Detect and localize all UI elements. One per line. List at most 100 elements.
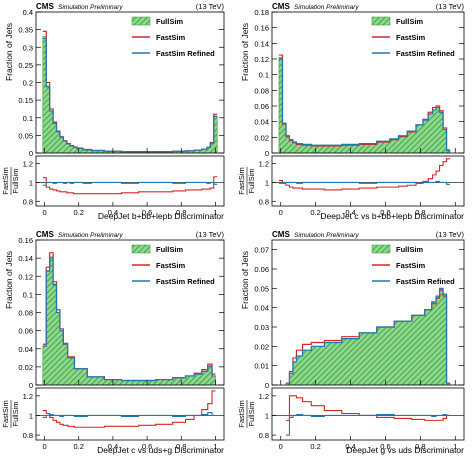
header-energy: (13 TeV) [196,230,225,239]
header-subtitle: Simulation Preliminary [294,4,359,11]
series-fastsim-refined [278,58,451,152]
y-tick-label: 0.07 [254,246,269,255]
ratio-label-denominator: FullSim [11,168,20,193]
ratio-fastsim [285,395,451,421]
x-tick-label: 0.2 [310,208,320,217]
x-tick-label: 0.6 [142,442,152,451]
header-cms: CMS [36,230,54,239]
x-tick-label: 0 [279,208,283,217]
x-tick-label: 0 [42,208,46,217]
y-tick-label: 0.04 [254,304,269,313]
y-tick-label: 0.14 [18,254,33,263]
legend-label-fastsim: FastSim [396,261,426,270]
chart-panel-3: 0 0.02 0.04 0.06 0.08 0.1 0.12 0.14 0.16 0 0.2 0.4 0… [1,230,224,455]
y-tick-label: 0.04 [18,345,33,354]
legend-swatch-fullsim [371,16,391,26]
ratio-y-tick-label: 0.8 [259,197,269,206]
ratio-fastsim [278,158,451,191]
x-tick-label: 0.4 [345,442,355,451]
y-tick-label: 0.02 [18,363,33,372]
ratio-plot-frame [271,387,465,441]
legend-swatch-fullsim [131,244,151,254]
y-tick-label: 0.3 [23,43,33,52]
x-tick-label: 0.8 [176,208,186,217]
ratio-label-denominator: FullSim [247,401,256,426]
ratio-y-tick-label: 0.8 [23,431,33,440]
header-energy: (13 TeV) [436,230,465,239]
x-tick-label: 0.4 [108,442,118,451]
header-cms: CMS [272,2,290,11]
y-tick-label: 0.25 [18,61,33,70]
legend-label-fullsim: FullSim [156,17,183,26]
x-tick-label: 0.4 [345,208,355,217]
x-axis-label: DeepJet g vs uds Discriminator [346,445,464,455]
y-tick-label: 0 [29,381,33,390]
y-tick-label: 0.05 [18,131,33,140]
ratio-plot-frame [35,387,225,441]
header-cms: CMS [36,2,54,11]
y-tick-label: 0.4 [23,8,33,17]
main-plot-frame [35,11,225,154]
ratio-y-tick-label: 1.2 [259,392,269,401]
ratio-label-numerator: FastSim [237,400,246,428]
x-tick-label: 0 [42,442,46,451]
x-tick-label: 1 [453,442,457,451]
ratio-y-tick-label: 0.8 [23,197,33,206]
y-tick-label: 0.02 [254,133,269,142]
y-tick-label: 0.12 [18,272,33,281]
series-fullsim [285,288,451,385]
ratio-fastsim [42,390,216,428]
main-plot-frame [271,239,465,386]
legend-label-fastsim: FastSim [156,261,186,270]
ratio-y-tick-label: 1 [265,178,269,187]
y-tick-label: 0.01 [254,362,269,371]
x-tick-label: 0.8 [415,442,425,451]
ratio-fastsim-refined [285,413,451,436]
ratio-fastsim-refined [42,181,218,186]
y-tick-label: 0.04 [254,118,269,127]
legend-label-fastsim: FastSim [396,33,426,42]
y-tick-label: 0.1 [23,290,33,299]
x-tick-label: 0.2 [310,442,320,451]
y-tick-label: 0.06 [18,327,33,336]
chart-panel-1: 0 0.05 0.1 0.15 0.2 0.25 0.3 0.35 0.4 0 0.2 0.4 0.6 0… [1,2,224,221]
legend-label-fastsim: FastSim [156,33,186,42]
ratio-label-denominator: FullSim [247,168,256,193]
ratio-y-tick-label: 1.2 [23,392,33,401]
legend-label-fullsim: FullSim [156,245,183,254]
x-tick-label: 1 [213,442,217,451]
ratio-label-denominator: FullSim [11,401,20,426]
x-tick-label: 0.2 [74,208,84,217]
y-tick-label: 0.35 [18,26,33,35]
legend-label-refined: FastSim Refined [396,277,455,286]
ratio-label-numerator: FastSim [1,400,10,428]
ratio-y-tick-label: 0.8 [259,431,269,440]
y-axis-label: Fraction of Jets [240,251,250,309]
header-cms: CMS [272,230,290,239]
ratio-y-tick-label: 1 [29,411,33,420]
x-tick-label: 0.8 [415,208,425,217]
header-subtitle: Simulation Preliminary [58,4,123,11]
x-axis-label: DeepJet b+bb+lepb Discriminator [98,211,224,221]
y-tick-label: 0.03 [254,323,269,332]
ratio-label-numerator: FastSim [1,167,10,195]
ratio-y-tick-label: 1.2 [259,160,269,169]
legend-label-fullsim: FullSim [396,17,423,26]
header-energy: (13 TeV) [436,2,465,11]
y-tick-label: 0.14 [254,39,269,48]
ratio-label-numerator: FastSim [237,167,246,195]
series-fastsim-refined [42,256,216,382]
legend-swatch-fullsim [371,244,391,254]
ratio-fastsim [42,176,218,195]
y-tick-label: 0.06 [254,265,269,274]
series-fastsim-refined [285,287,451,384]
y-tick-label: 0 [265,149,269,158]
legend-label-fullsim: FullSim [396,245,423,254]
x-tick-label: 1 [213,208,217,217]
series-fullsim [278,57,451,153]
main-plot-frame [271,11,465,154]
x-tick-label: 0.2 [74,442,84,451]
x-tick-label: 0 [279,442,283,451]
y-tick-label: 0.2 [23,79,33,88]
